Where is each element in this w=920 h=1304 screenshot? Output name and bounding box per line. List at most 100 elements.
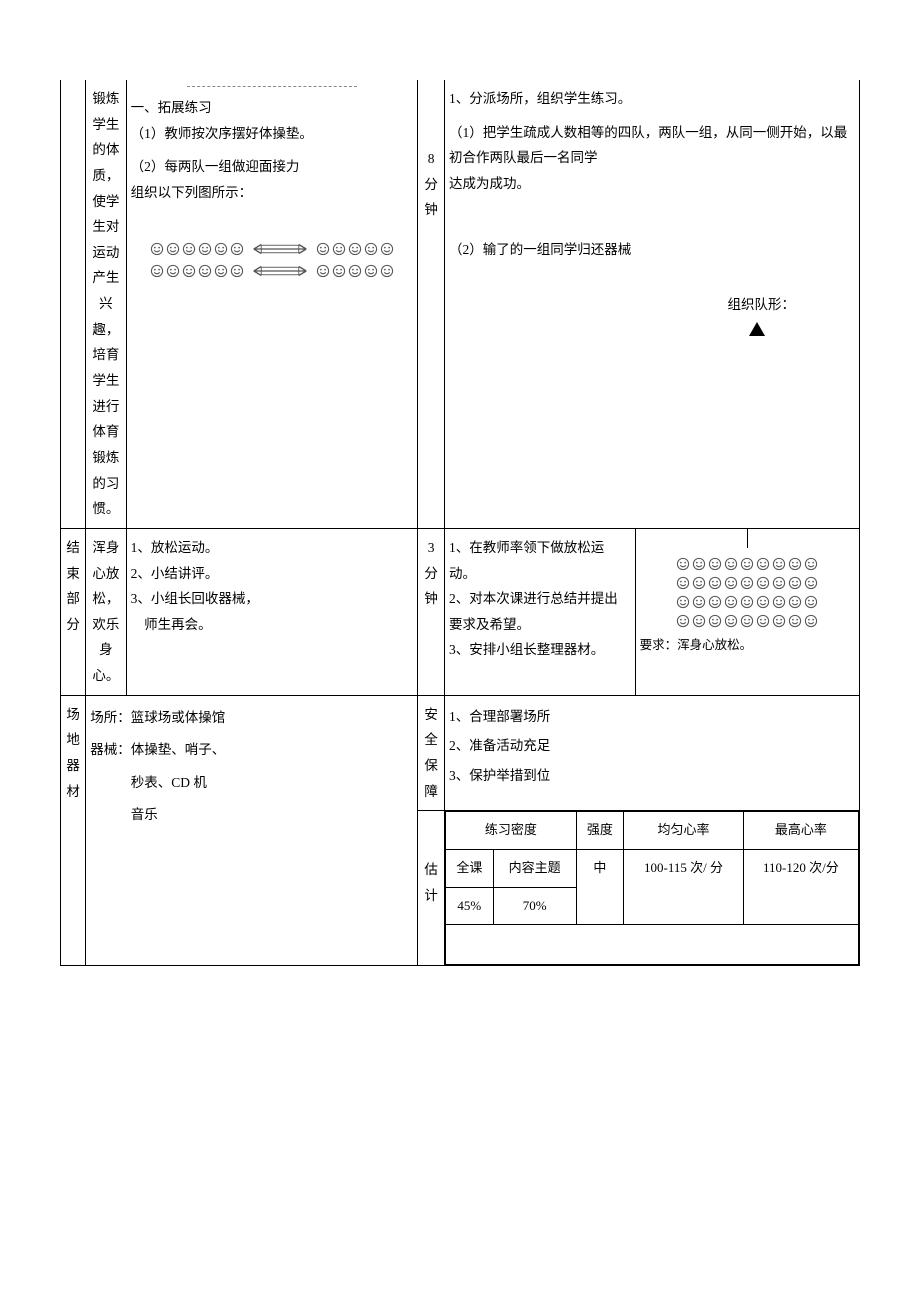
smiley-icon xyxy=(676,614,690,628)
smiley-icon xyxy=(182,242,196,256)
formation-cell: 要求：浑身心放松。 xyxy=(635,528,859,695)
row-ending: 结束部分 浑身心放松，欢乐身心。 1、放松运动。 2、小结讲评。 3、小组长回收… xyxy=(61,528,860,695)
time-1: 8 分钟 xyxy=(422,146,440,223)
smiley-icon xyxy=(692,576,706,590)
equip-cell: 场所：篮球场或体操馆 器械：体操垫、哨子、 秒表、CD 机 音乐 xyxy=(86,695,418,966)
smiley-icon xyxy=(788,576,802,590)
org1-p4: 组织队形： xyxy=(728,297,796,312)
smiley-icon xyxy=(214,242,228,256)
double-arrow-icon xyxy=(250,241,310,257)
smiley-icon xyxy=(332,242,346,256)
val-avghr: 100-115 次/ 分 xyxy=(624,849,744,924)
section-equip-text: 场地器材 xyxy=(65,702,81,805)
org1-p3: （2）输了的一组同学归还器械 xyxy=(449,237,855,263)
smiley-icon xyxy=(166,242,180,256)
smiley-icon xyxy=(348,242,362,256)
smiley-icon xyxy=(724,595,738,609)
smiley-icon xyxy=(198,242,212,256)
smiley-icon xyxy=(316,264,330,278)
smiley-icon xyxy=(804,557,818,571)
smiley-icon xyxy=(198,264,212,278)
goal2-text: 浑身心放松，欢乐身心。 xyxy=(90,535,121,689)
equip-l2: 秒表、CD 机 xyxy=(90,767,413,799)
smiley-icon xyxy=(804,614,818,628)
smiley-icon xyxy=(724,576,738,590)
safety-label-cell: 安全保障 xyxy=(418,695,445,811)
estimate-subtable: 练习密度 强度 均匀心率 最高心率 全课 内容主题 中 100-115 次/ 分… xyxy=(445,811,859,965)
lesson-plan-table: 锻炼学生的体质，使学生对运动产生兴趣，培育学生进行体育锻炼的习惯。 一、拓展练习… xyxy=(60,80,860,966)
safety-label: 安全保障 xyxy=(422,702,440,805)
row-equipment: 场地器材 场所：篮球场或体操馆 器械：体操垫、哨子、 秒表、CD 机 音乐 安全… xyxy=(61,695,860,811)
row-extension: 锻炼学生的体质，使学生对运动产生兴趣，培育学生进行体育锻炼的习惯。 一、拓展练习… xyxy=(61,80,860,528)
val-full: 45% xyxy=(446,887,494,925)
o2-l2: 2、对本次课进行总结并提出要求及希望。 xyxy=(449,586,631,637)
content-l2: （2）每两队一组做迎面接力 xyxy=(131,154,414,180)
est-label-cell: 估计 xyxy=(418,811,445,966)
smiley-icon xyxy=(756,595,770,609)
c2-l4: 师生再会。 xyxy=(131,612,414,638)
smiley-icon xyxy=(788,557,802,571)
smiley-icon xyxy=(772,614,786,628)
smiley-icon xyxy=(724,614,738,628)
goal-cell-2: 浑身心放松，欢乐身心。 xyxy=(86,528,126,695)
val-intensity: 中 xyxy=(576,849,624,924)
smiley-icon xyxy=(364,242,378,256)
s-l2: 2、准备活动充足 xyxy=(449,731,855,761)
content-l1: （1）教师按次序摆好体操垫。 xyxy=(131,121,414,147)
hdr-maxhr: 最高心率 xyxy=(743,812,858,850)
place: 场所：篮球场或体操馆 xyxy=(90,702,413,734)
smiley-icon xyxy=(182,264,196,278)
smiley-icon xyxy=(740,557,754,571)
formation-grid xyxy=(640,555,855,630)
section-equip: 场地器材 xyxy=(61,695,86,966)
smiley-icon xyxy=(230,242,244,256)
dashed-line xyxy=(187,86,357,87)
smiley-icon xyxy=(692,595,706,609)
triangle-icon xyxy=(749,322,765,336)
smiley-icon xyxy=(676,557,690,571)
org1-t: 1、分派场所，组织学生练习。 xyxy=(449,86,855,112)
smiley-icon xyxy=(332,264,346,278)
double-arrow-icon xyxy=(250,263,310,279)
smiley-icon xyxy=(676,576,690,590)
hdr-density: 练习密度 xyxy=(446,812,577,850)
hdr-avghr: 均匀心率 xyxy=(624,812,744,850)
content-l3: 组织以下列图所示： xyxy=(131,180,414,206)
smiley-icon xyxy=(166,264,180,278)
smiley-icon xyxy=(756,557,770,571)
smiley-icon xyxy=(348,264,362,278)
val-topic: 70% xyxy=(493,887,576,925)
smiley-icon xyxy=(756,614,770,628)
smiley-icon xyxy=(772,576,786,590)
smiley-icon xyxy=(788,595,802,609)
time-2: 3 分钟 xyxy=(422,535,440,612)
vline xyxy=(747,528,748,548)
est-label: 估计 xyxy=(422,857,440,908)
smiley-icon xyxy=(708,614,722,628)
smiley-icon xyxy=(756,576,770,590)
smiley-icon xyxy=(804,595,818,609)
smiley-icon xyxy=(364,264,378,278)
hdr-intensity: 强度 xyxy=(576,812,624,850)
s-l3: 3、保护举措到位 xyxy=(449,761,855,791)
content-title: 一、拓展练习 xyxy=(131,95,414,121)
sub-topic: 内容主题 xyxy=(493,849,576,887)
goal-text: 锻炼学生的体质，使学生对运动产生兴趣，培育学生进行体育锻炼的习惯。 xyxy=(90,86,121,522)
smiley-icon xyxy=(692,614,706,628)
smiley-icon xyxy=(150,242,164,256)
content-cell-2: 1、放松运动。 2、小结讲评。 3、小组长回收器械， 师生再会。 xyxy=(126,528,418,695)
section-ending-text: 结束部分 xyxy=(65,535,81,638)
smiley-icon xyxy=(708,595,722,609)
smiley-icon xyxy=(380,264,394,278)
s-l1: 1、合理部署场所 xyxy=(449,702,855,732)
relay-diagram xyxy=(131,240,414,280)
smiley-icon xyxy=(708,576,722,590)
smiley-icon xyxy=(740,614,754,628)
section-cell-blank xyxy=(61,80,86,528)
smiley-icon xyxy=(772,595,786,609)
smiley-icon xyxy=(788,614,802,628)
equip-l1: 器械：体操垫、哨子、 xyxy=(90,734,413,766)
o2-l3: 3、安排小组长整理器材。 xyxy=(449,637,631,663)
smiley-icon xyxy=(724,557,738,571)
val-maxhr: 110-120 次/分 xyxy=(743,849,858,924)
